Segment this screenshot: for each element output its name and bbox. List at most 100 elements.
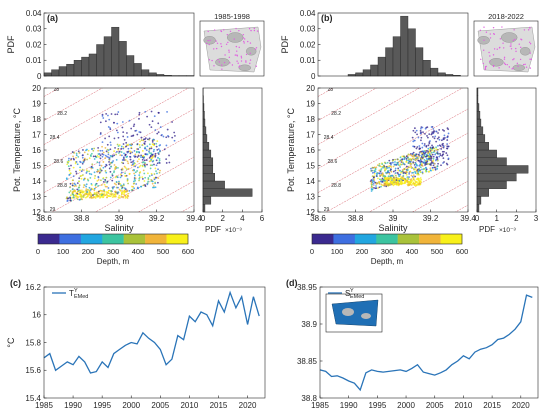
b-ts-point	[399, 163, 402, 165]
b-ts-point	[419, 170, 422, 173]
a-ts-point	[147, 180, 150, 183]
a-inset-point	[240, 57, 243, 59]
a-inset-point	[238, 30, 240, 32]
a-ts-point	[114, 176, 117, 179]
a-inset-point	[215, 47, 218, 50]
b-ts-point	[422, 131, 424, 134]
b-inset-point	[515, 50, 517, 53]
a-inset-point	[209, 39, 211, 42]
b-ts-point	[412, 161, 415, 164]
a-ts-point	[67, 160, 70, 163]
b-ts-point	[385, 165, 388, 168]
b-ts-point	[428, 170, 431, 173]
a-ts-point	[105, 192, 108, 195]
a-ts-point	[153, 177, 156, 179]
a-ts-point	[103, 194, 106, 197]
a-ts-point	[96, 195, 98, 198]
b-ts-point	[414, 166, 417, 169]
b-ts-point	[410, 166, 412, 169]
b-ts-point	[370, 179, 373, 181]
a-ts-point	[121, 168, 124, 171]
b-ts-point	[414, 161, 417, 164]
depth-colorbar-a-tick-label: 200	[82, 247, 95, 256]
b-ts-point	[442, 145, 445, 148]
b-ts-point	[435, 140, 438, 143]
a-ts-point	[123, 190, 125, 193]
b-ts-point	[424, 127, 427, 130]
a-ts-point	[105, 176, 108, 179]
a-inset-point	[207, 39, 209, 42]
b-temp-pdf-axes-frame	[476, 87, 537, 213]
a-ts-point	[133, 187, 136, 190]
b-ts-point	[425, 153, 428, 156]
b-ts-point	[418, 151, 421, 154]
b-ts-point	[394, 161, 396, 163]
a-ts-point	[151, 180, 154, 183]
a-inset-land	[238, 64, 251, 71]
depth-colorbar-b-swatch	[354, 234, 377, 244]
b-ts-point	[433, 166, 436, 169]
b-ts-ytick-label: 20	[306, 84, 315, 93]
a-ts-point	[154, 182, 157, 185]
b-ts-point	[418, 178, 420, 180]
a-ts-point	[71, 184, 74, 187]
b-ts-point	[399, 166, 402, 168]
b-temp-pdf-bar	[476, 134, 486, 143]
a-ts-point	[155, 142, 158, 145]
b-ts-point	[370, 190, 373, 192]
b-inset-point	[492, 54, 495, 56]
a-ts-point	[96, 168, 99, 171]
b-ts-point	[421, 152, 423, 155]
b-ts-point	[413, 139, 416, 142]
a-ts-isopycnal	[51, 132, 194, 212]
b-inset-point	[483, 49, 485, 51]
a-ts-point	[97, 179, 100, 181]
b-ts-point	[424, 162, 427, 164]
a-ts-point	[135, 183, 138, 185]
a-ts-point	[93, 158, 96, 160]
a-ts-point	[92, 155, 95, 158]
b-ts-point	[431, 131, 434, 134]
a-ts-xtick-label: 39	[115, 214, 124, 223]
a-ts-point	[129, 152, 132, 155]
b-ts-point	[389, 180, 392, 183]
b-ts-point	[430, 126, 433, 128]
a-ts-point	[99, 189, 102, 192]
b-ts-isopycnal-label: 28.2	[331, 111, 341, 117]
a-temp-pdf-xtick-label: 4	[240, 214, 245, 223]
a-ts-point	[100, 164, 103, 167]
a-ts-point	[126, 136, 129, 138]
b-ts-point	[443, 161, 445, 163]
a-ts-point	[146, 145, 149, 148]
a-ts-point	[124, 190, 127, 193]
b-salinity-pdf-bar	[385, 47, 394, 77]
b-inset-point	[503, 56, 506, 59]
b-ts-xtick-label: 39	[389, 214, 398, 223]
a-ts-point	[106, 196, 108, 199]
b-ts-point	[430, 147, 433, 150]
a-salinity-pdf-bar	[88, 53, 97, 77]
a-ts-point	[104, 147, 107, 149]
b-ts-isopycnal	[318, 88, 377, 121]
depth-colorbar-a-tick-label: 400	[132, 247, 145, 256]
a-ts-point	[136, 170, 138, 172]
b-ts-point	[409, 157, 412, 160]
b-ts-point	[391, 174, 394, 177]
a-ts-point	[91, 163, 94, 166]
a-ts-point	[123, 165, 126, 168]
a-ts-isopycnal	[44, 88, 189, 169]
a-ts-point	[158, 171, 161, 174]
a-ts-point	[113, 154, 116, 157]
a-ts-point	[69, 199, 72, 201]
a-ts-point	[117, 166, 119, 169]
a-ts-point	[166, 128, 169, 131]
a-ts-isopycnal-label: 28.4	[50, 135, 60, 141]
a-ts-point	[86, 170, 88, 173]
a-ts-point	[163, 148, 166, 151]
b-ts-point	[406, 176, 409, 179]
b-ts-point	[424, 155, 427, 158]
b-inset-point	[502, 42, 504, 44]
a-ts-point	[85, 172, 88, 174]
b-ts-point	[398, 169, 401, 172]
b-ts-point	[379, 180, 382, 183]
